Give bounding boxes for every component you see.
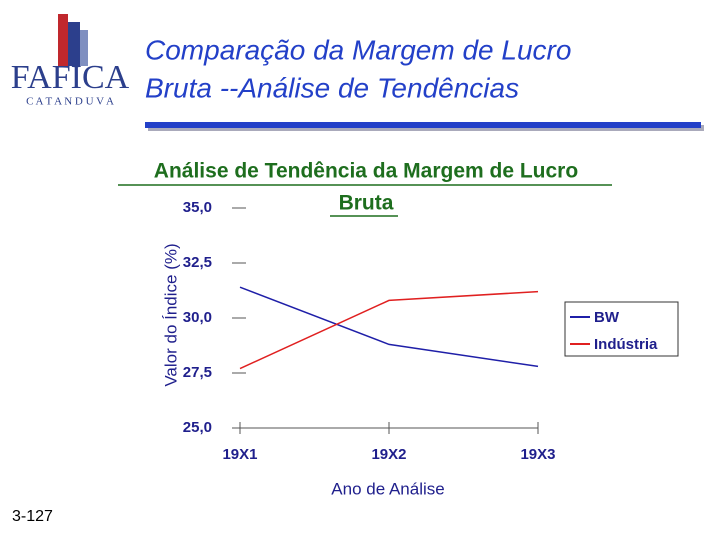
logo-building (80, 30, 88, 66)
slide-title: Comparação da Margem de Lucro (145, 34, 571, 65)
legend-label: BW (594, 309, 620, 326)
logo: FAFICA C A T A N D U V A (11, 14, 130, 108)
title-rule (145, 122, 701, 128)
chart-title: Análise de Tendência da Margem de Lucro (154, 160, 578, 183)
series-line (239, 290, 539, 370)
chart-title: Bruta (339, 192, 394, 215)
logo-building (68, 22, 80, 66)
slide-title: Bruta --Análise de Tendências (145, 72, 519, 103)
logo-city: C A T A N D U V A (26, 96, 114, 108)
y-tick-label: 30,0 (183, 309, 212, 326)
x-tick-label: 19X1 (222, 446, 257, 463)
legend (564, 301, 679, 357)
y-tick-label: 27,5 (183, 364, 212, 381)
logo-name: FAFICA (11, 59, 130, 96)
logo-building (58, 14, 68, 66)
y-axis-title: Valor do Índice (%) (161, 243, 180, 386)
page-number: 3-127 (12, 508, 53, 525)
x-tick-label: 19X3 (520, 446, 555, 463)
x-axis-title: Ano de Análise (331, 479, 444, 498)
y-tick-label: 32,5 (183, 254, 212, 271)
y-tick-label: 35,0 (183, 199, 212, 216)
y-tick-label: 25,0 (183, 419, 212, 436)
x-tick-label: 19X2 (371, 446, 406, 463)
series-line (239, 286, 539, 368)
legend-label: Indústria (594, 336, 658, 353)
